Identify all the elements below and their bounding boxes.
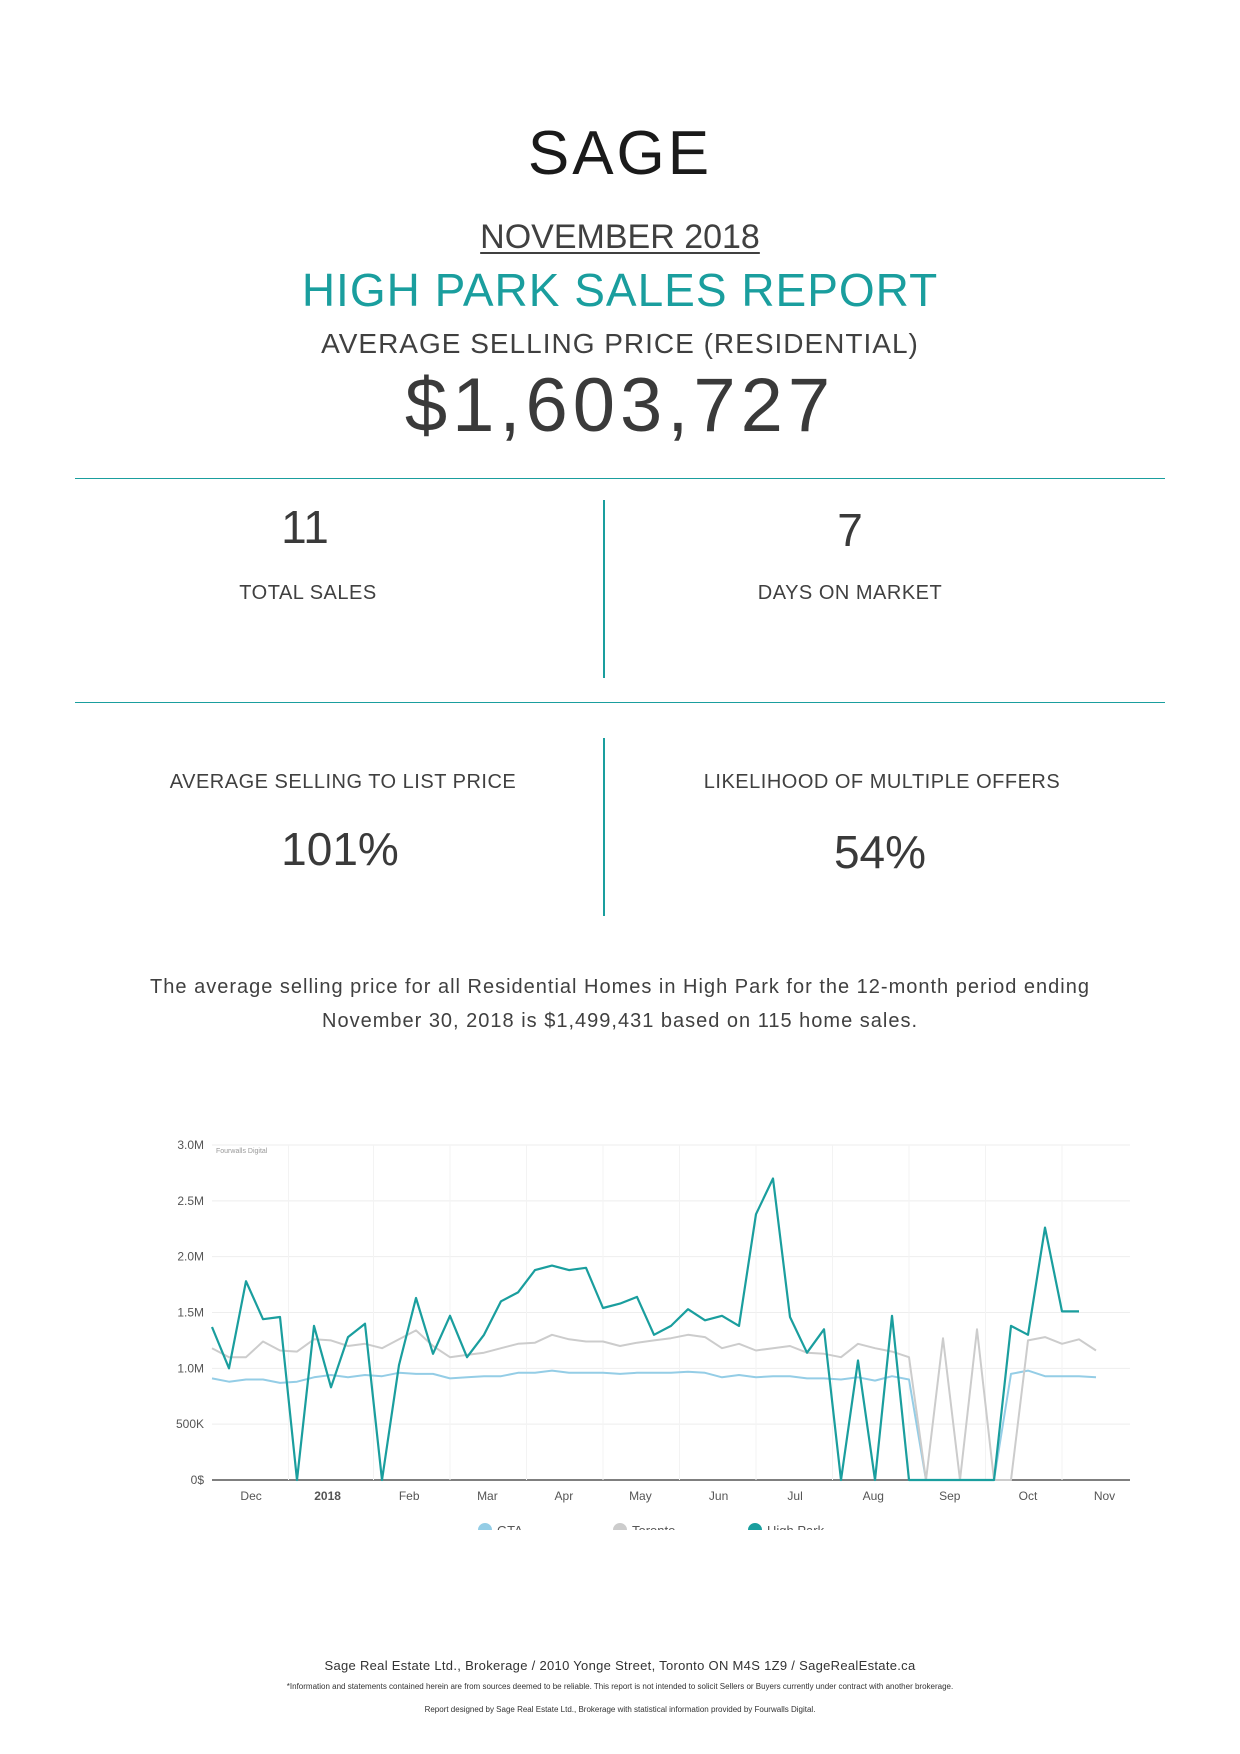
x-tick-label: Nov [1094, 1489, 1115, 1503]
x-tick-label: Feb [399, 1489, 420, 1503]
total-sales-value: 11 [281, 501, 329, 553]
selling-to-list-label: AVERAGE SELLING TO LIST PRICE [169, 771, 517, 793]
x-tick-label: Dec [240, 1489, 261, 1503]
divider-middle [75, 702, 1165, 703]
footer-disclaimer: *Information and statements contained he… [286, 1682, 954, 1691]
y-tick-label: 0$ [191, 1473, 205, 1487]
legend-label: High Park [767, 1523, 825, 1530]
x-tick-label: Mar [477, 1489, 498, 1503]
average-price-value: $1,603,727 [404, 363, 836, 448]
legend-marker [478, 1523, 492, 1530]
x-tick-label: Apr [555, 1489, 574, 1503]
price-trend-chart: 0$ 500K 1.0M 1.5M 2.0M 2.5M 3.0M Dec 2018 Feb Mar A… [176, 1138, 1130, 1530]
footer-credit: Report designed by Sage Real Estate Ltd.… [424, 1705, 816, 1714]
sage-logo: SAGE [527, 119, 713, 188]
series-line-high-park [210, 1177, 1079, 1482]
divider-vertical-2 [603, 738, 605, 916]
multiple-offers-value: 54% [833, 826, 927, 878]
y-tick-label: 1.5M [177, 1306, 204, 1320]
x-tick-label: Jun [709, 1489, 728, 1503]
summary-paragraph: The average selling price for all Reside… [150, 976, 1090, 1032]
total-sales-label: TOTAL SALES [239, 582, 377, 604]
legend-label: Toronto [632, 1523, 675, 1530]
legend-marker [748, 1523, 762, 1530]
x-tick-label: Sep [939, 1489, 961, 1503]
series-line-toronto [211, 1328, 1097, 1481]
x-tick-label: Jul [787, 1489, 802, 1503]
footer-address: Sage Real Estate Ltd., Brokerage / 2010 … [324, 1658, 916, 1673]
y-tick-label: 2.5M [177, 1194, 204, 1208]
x-tick-label: May [629, 1489, 652, 1503]
x-tick-label: Oct [1019, 1489, 1038, 1503]
report-month-text: NOVEMBER 2018 [480, 218, 760, 256]
chart-watermark: Fourwalls Digital [216, 1148, 268, 1155]
y-tick-label: 3.0M [177, 1138, 204, 1152]
x-tick-label: Aug [863, 1489, 884, 1503]
series-line-gta [211, 1369, 1097, 1481]
selling-to-list-value: 101% [281, 823, 399, 875]
y-tick-label: 500K [176, 1417, 204, 1431]
report-month: NOVEMBER 2018 [0, 218, 1240, 257]
multiple-offers-label: LIKELIHOOD OF MULTIPLE OFFERS [703, 771, 1061, 793]
days-on-market-value: 7 [837, 504, 863, 556]
legend-label: GTA [497, 1523, 523, 1530]
y-tick-label: 2.0M [177, 1250, 204, 1264]
divider-vertical-1 [603, 500, 605, 678]
divider-top [75, 478, 1165, 479]
y-tick-label: 1.0M [177, 1361, 204, 1375]
days-on-market-label: DAYS ON MARKET [757, 582, 943, 604]
report-title: HIGH PARK SALES REPORT [301, 264, 939, 316]
legend-marker [613, 1523, 627, 1530]
average-price-label: AVERAGE SELLING PRICE (RESIDENTIAL) [321, 328, 919, 359]
x-tick-label: 2018 [314, 1489, 341, 1503]
